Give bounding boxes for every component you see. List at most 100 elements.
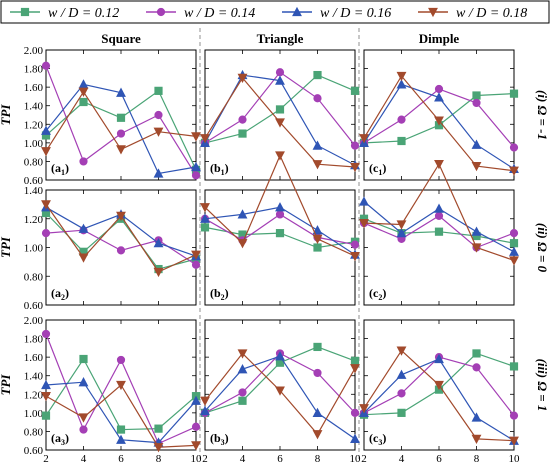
panel-b2: (b2) — [200, 151, 360, 306]
data-point — [154, 424, 163, 433]
data-point — [237, 349, 248, 359]
data-point — [396, 79, 407, 89]
legend-marker — [428, 7, 438, 18]
y-tick-label: 1.00 — [24, 138, 44, 150]
panel-tag: (b2) — [210, 286, 229, 302]
x-tick-label: 2 — [202, 453, 208, 464]
data-point — [200, 405, 210, 416]
legend-frame — [0, 0, 550, 24]
panel-a3: 0.60 0.80 1.00 1.20 1.40 1.60 1.80 2.00 2 4 6 8 10 (a… — [0, 315, 202, 464]
data-point — [509, 362, 519, 371]
x-tick-label: 10 — [191, 453, 203, 464]
data-point — [471, 226, 482, 236]
panel-c3: 2 4 6 8 10 (c3) N — [359, 319, 521, 464]
data-point — [313, 243, 322, 252]
data-point — [434, 160, 444, 170]
data-point — [154, 110, 163, 120]
panel-tag: (c3) — [369, 431, 386, 447]
data-point — [434, 116, 444, 126]
data-point — [116, 425, 126, 434]
data-point — [350, 252, 360, 262]
data-point — [509, 436, 519, 446]
series-w-d-0-14 — [41, 61, 201, 180]
data-point — [116, 113, 126, 122]
data-point — [313, 368, 322, 378]
data-point — [312, 430, 323, 440]
data-point — [434, 227, 444, 236]
x-tick-label: 10 — [509, 453, 521, 464]
panel-c1: (c1) — [359, 49, 519, 181]
data-point — [79, 157, 88, 166]
data-point — [275, 105, 285, 114]
data-point — [312, 140, 323, 150]
legend-item-4: w / D = 0.18 — [418, 6, 527, 21]
x-tick-label: 10 — [350, 453, 362, 464]
x-tick-label: 8 — [156, 453, 162, 464]
data-point — [275, 151, 285, 161]
data-point — [350, 86, 360, 95]
data-point — [79, 97, 88, 107]
data-point — [41, 229, 51, 238]
data-point — [313, 94, 322, 103]
data-point — [191, 250, 201, 260]
data-point — [78, 87, 89, 97]
y-tick-label: 0.60 — [24, 175, 44, 187]
panel-tag: (c2) — [369, 286, 386, 302]
data-point — [434, 353, 444, 364]
data-point — [312, 160, 323, 170]
data-point — [237, 239, 248, 249]
y-tick-label: 0.80 — [24, 426, 44, 438]
legend-label: w / D = 0.12 — [48, 6, 119, 21]
series-w-d-0-18 — [359, 71, 519, 176]
x-tick-label: 4 — [81, 453, 87, 464]
data-point — [509, 256, 519, 266]
panel-b1: (b1) — [200, 49, 360, 181]
data-point — [312, 407, 323, 417]
data-point — [78, 377, 89, 387]
x-tick-label: 8 — [315, 453, 321, 464]
data-point — [116, 129, 126, 138]
series-w-d-0-18 — [41, 87, 201, 157]
data-point — [79, 354, 88, 364]
data-point — [472, 98, 481, 108]
data-point — [41, 379, 51, 390]
legend-label: w / D = 0.16 — [320, 6, 391, 21]
panel-tag: (b1) — [210, 161, 229, 177]
data-point — [509, 246, 519, 256]
data-point — [434, 380, 444, 391]
row-titles: (i) Ω = -1 (ii) Ω = 0 (iii) Ω = 1 — [535, 90, 550, 411]
data-point — [154, 86, 163, 95]
data-point — [191, 260, 201, 269]
series-w-d-0-18 — [200, 151, 360, 262]
data-point — [472, 349, 481, 358]
data-point — [237, 364, 248, 374]
column-titles: Square Triangle Dimple — [101, 31, 459, 46]
legend-item-2: w / D = 0.14 — [146, 6, 255, 21]
legend-item-3: w / D = 0.16 — [282, 6, 391, 21]
panel-tag: (c1) — [369, 161, 386, 177]
data-point — [191, 171, 201, 180]
series-w-d-0-18 — [200, 73, 360, 173]
legend-label: w / D = 0.14 — [184, 6, 255, 21]
data-point — [78, 253, 89, 263]
data-point — [396, 227, 407, 238]
data-point — [471, 434, 482, 445]
x-axis-label: N — [115, 461, 126, 464]
x-axis-label: N — [433, 461, 444, 464]
legend: w / D = 0.12 w / D = 0.14 w / D = 0.16 w / … — [0, 0, 550, 24]
data-point — [41, 125, 51, 135]
data-point — [41, 411, 51, 420]
data-point — [396, 71, 407, 82]
data-point — [359, 218, 369, 229]
data-point — [350, 240, 360, 249]
series-w-d-0-18 — [359, 346, 519, 446]
data-point — [116, 246, 126, 255]
series-w-d-0-18 — [41, 200, 201, 278]
data-point — [396, 369, 407, 379]
panel-a2: 0.60 0.80 1.00 1.20 1.40 (a2) TPI — [0, 185, 201, 312]
data-point — [238, 388, 247, 397]
legend-marker — [292, 6, 302, 17]
data-point — [116, 145, 126, 155]
data-point — [509, 89, 519, 98]
